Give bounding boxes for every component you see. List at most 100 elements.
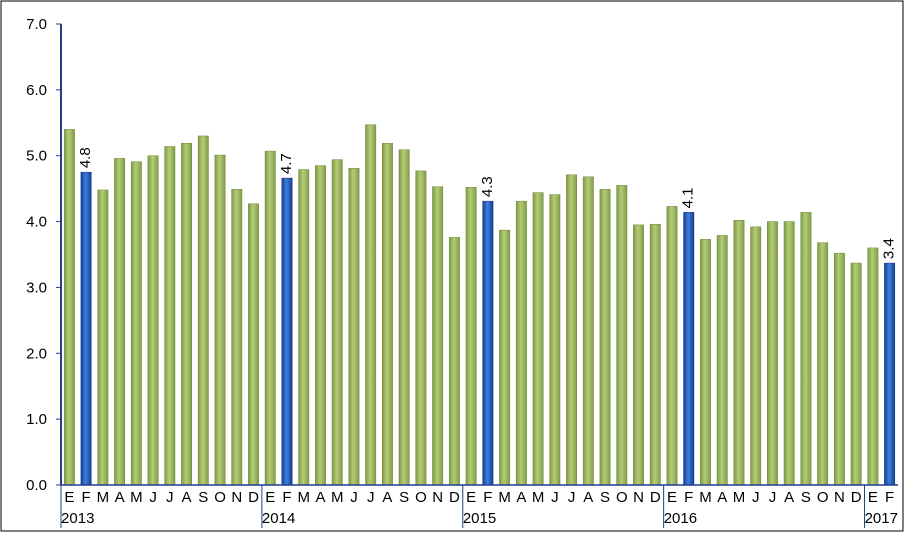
x-tick-month-label: E bbox=[265, 489, 275, 506]
y-axis-ticks: 0.0 1.0 2.0 3.0 4.0 5.0 6.0 7.0 bbox=[26, 16, 61, 494]
x-tick-month-label: S bbox=[399, 489, 409, 506]
x-tick-month-label: J bbox=[551, 489, 559, 506]
bar bbox=[264, 150, 276, 486]
bar bbox=[767, 221, 778, 486]
x-tick-month-label: E bbox=[667, 489, 677, 506]
bar-data-label: 4.7 bbox=[278, 153, 295, 174]
bar bbox=[666, 206, 678, 486]
x-tick-month-label: O bbox=[817, 489, 829, 506]
y-tick-label: 1.0 bbox=[26, 411, 47, 428]
x-tick-month-label: F bbox=[483, 489, 492, 506]
bar bbox=[298, 169, 310, 486]
bar-data-label: 3.4 bbox=[881, 238, 898, 259]
x-tick-month-label: O bbox=[214, 489, 226, 506]
bar bbox=[833, 252, 845, 486]
bar bbox=[181, 142, 192, 486]
x-tick-month-label: N bbox=[231, 489, 242, 506]
x-tick-month-label: J bbox=[350, 489, 358, 506]
bar bbox=[197, 135, 209, 486]
bar bbox=[733, 220, 745, 486]
x-tick-month-label: A bbox=[516, 489, 526, 506]
x-tick-month-label: O bbox=[415, 489, 427, 506]
x-tick-month-label: F bbox=[82, 489, 91, 506]
x-tick-month-label: E bbox=[64, 489, 74, 506]
x-tick-month-label: J bbox=[769, 489, 777, 506]
x-tick-month-label: M bbox=[733, 489, 746, 506]
y-tick-label: 3.0 bbox=[26, 279, 47, 296]
x-tick-year-label: 2017 bbox=[865, 510, 898, 527]
x-tick-month-label: F bbox=[885, 489, 894, 506]
x-tick-month-label: M bbox=[297, 489, 310, 506]
x-tick-month-label: A bbox=[382, 489, 392, 506]
x-tick-month-label: A bbox=[115, 489, 125, 506]
bar bbox=[700, 239, 711, 486]
x-tick-month-label: J bbox=[568, 489, 576, 506]
bar bbox=[432, 186, 444, 486]
x-tick-month-label: M bbox=[331, 489, 344, 506]
bar bbox=[566, 174, 578, 486]
x-tick-month-label: J bbox=[367, 489, 375, 506]
bar bbox=[633, 224, 644, 486]
bar bbox=[549, 194, 561, 486]
bar bbox=[515, 200, 527, 486]
x-tick-month-label: M bbox=[699, 489, 712, 506]
bar bbox=[415, 170, 427, 486]
bar bbox=[214, 154, 226, 486]
x-tick-month-label: N bbox=[633, 489, 644, 506]
y-tick-label: 0.0 bbox=[26, 477, 47, 494]
x-tick-month-label: A bbox=[182, 489, 192, 506]
bar-data-label: 4.8 bbox=[77, 147, 94, 168]
x-tick-year-label: 2014 bbox=[262, 510, 295, 527]
x-tick-month-label: D bbox=[650, 489, 661, 506]
bars bbox=[63, 124, 896, 486]
x-tick-month-label: J bbox=[149, 489, 157, 506]
y-tick-label: 7.0 bbox=[26, 16, 47, 33]
bar-highlighted bbox=[80, 171, 92, 486]
x-tick-year-label: 2013 bbox=[61, 510, 94, 527]
x-tick-month-label: O bbox=[616, 489, 628, 506]
x-tick-year-label: 2015 bbox=[463, 510, 496, 527]
x-tick-month-label: F bbox=[684, 489, 693, 506]
bar-data-label: 4.1 bbox=[680, 187, 697, 208]
x-tick-month-label: A bbox=[315, 489, 325, 506]
bar bbox=[783, 221, 795, 486]
data-labels: 4.8 4.7 4.3 4.1 3.4 bbox=[77, 147, 898, 259]
x-tick-month-label: N bbox=[834, 489, 845, 506]
x-tick-month-label: M bbox=[532, 489, 545, 506]
x-tick-year-label: 2016 bbox=[664, 510, 697, 527]
x-tick-month-label: S bbox=[801, 489, 811, 506]
x-tick-month-label: E bbox=[466, 489, 476, 506]
bar bbox=[231, 189, 243, 486]
bar bbox=[750, 226, 762, 486]
bar bbox=[315, 165, 326, 486]
bar bbox=[114, 158, 126, 486]
x-tick-month-label: D bbox=[851, 489, 862, 506]
x-tick-month-label: S bbox=[600, 489, 610, 506]
x-tick-month-label: J bbox=[752, 489, 760, 506]
bar-highlighted bbox=[281, 177, 293, 486]
y-tick-label: 5.0 bbox=[26, 148, 47, 165]
bar bbox=[348, 167, 360, 486]
bar bbox=[331, 159, 343, 486]
bar bbox=[532, 192, 544, 486]
bar bbox=[97, 189, 109, 486]
x-tick-month-label: M bbox=[97, 489, 110, 506]
bar bbox=[582, 176, 594, 486]
x-tick-month-label: N bbox=[432, 489, 443, 506]
x-tick-month-label: M bbox=[130, 489, 143, 506]
x-tick-month-label: A bbox=[717, 489, 727, 506]
x-tick-month-label: J bbox=[166, 489, 174, 506]
x-tick-month-label: A bbox=[784, 489, 794, 506]
bar bbox=[63, 129, 75, 486]
x-tick-month-label: D bbox=[248, 489, 259, 506]
y-tick-label: 4.0 bbox=[26, 214, 47, 231]
bar bbox=[164, 146, 176, 486]
x-tick-month-label: S bbox=[198, 489, 208, 506]
bar bbox=[381, 142, 393, 486]
y-tick-label: 2.0 bbox=[26, 345, 47, 362]
bar-highlighted bbox=[482, 200, 494, 486]
x-tick-month-label: D bbox=[449, 489, 460, 506]
bar bbox=[850, 262, 862, 486]
bar-highlighted bbox=[683, 212, 695, 486]
